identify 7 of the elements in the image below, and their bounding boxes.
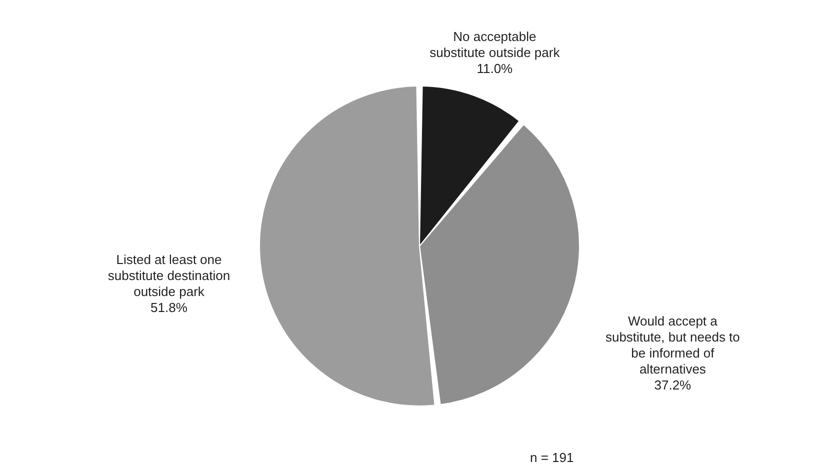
slice-label: Listed at least one substitute destination outside park [108, 252, 230, 300]
slice-label: Would accept a substitute, but needs to be informed of alternatives [605, 313, 740, 376]
data-label: 51.8% [150, 300, 188, 316]
slice-label: No acceptable substitute outside park [430, 29, 560, 60]
data-label: 37.2% [654, 377, 692, 392]
text: n = 191 [530, 450, 574, 465]
data-label: 11.0% [476, 61, 514, 76]
